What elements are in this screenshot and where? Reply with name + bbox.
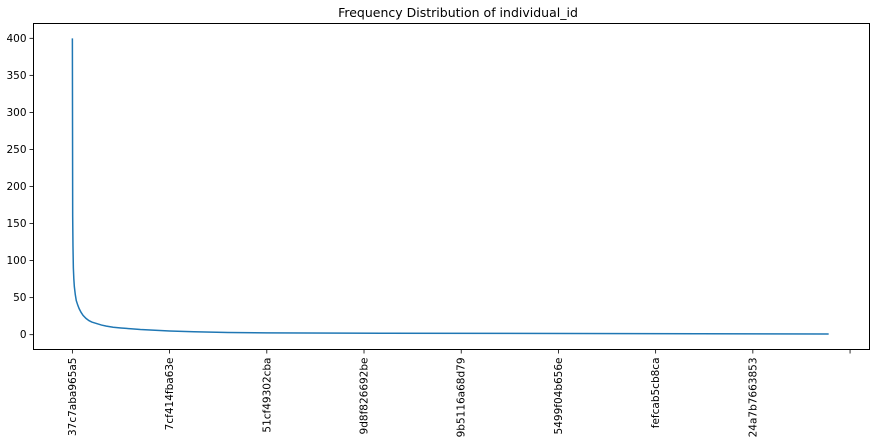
- plot-area: [33, 23, 870, 350]
- y-tick-label: 250: [6, 144, 26, 156]
- x-tick-label: 5499f04b656e: [553, 358, 565, 435]
- x-axis: 37c7aba965a5 7cf414fba63e 51cf49302cba 9d8f…: [67, 349, 851, 438]
- y-tick-label: 50: [13, 292, 26, 304]
- y-tick-label: 0: [20, 329, 27, 341]
- y-tick-label: 100: [6, 255, 26, 267]
- x-tick-label: 9b5116a68d79: [456, 358, 468, 438]
- x-tick-label: 7cf414fba63e: [164, 358, 176, 431]
- x-tick-label: fefcab5cb8ca: [650, 358, 662, 429]
- x-tick-label: 37c7aba965a5: [67, 358, 79, 437]
- y-tick-label: 300: [6, 107, 26, 119]
- y-tick-label: 200: [6, 181, 26, 193]
- chart-title: Frequency Distribution of individual_id: [338, 5, 578, 20]
- x-tick-label: 9d8f826692be: [359, 358, 371, 435]
- x-tick-label: 51cf49302cba: [261, 358, 273, 433]
- y-axis: 0 50 100 150 200 250 300 350 400: [6, 33, 34, 341]
- x-tick-label: 24a7b7663853: [747, 358, 759, 438]
- y-tick-label: 400: [6, 33, 26, 45]
- y-tick-label: 350: [6, 70, 26, 82]
- series-line: [71, 38, 829, 335]
- y-tick-label: 150: [6, 218, 26, 230]
